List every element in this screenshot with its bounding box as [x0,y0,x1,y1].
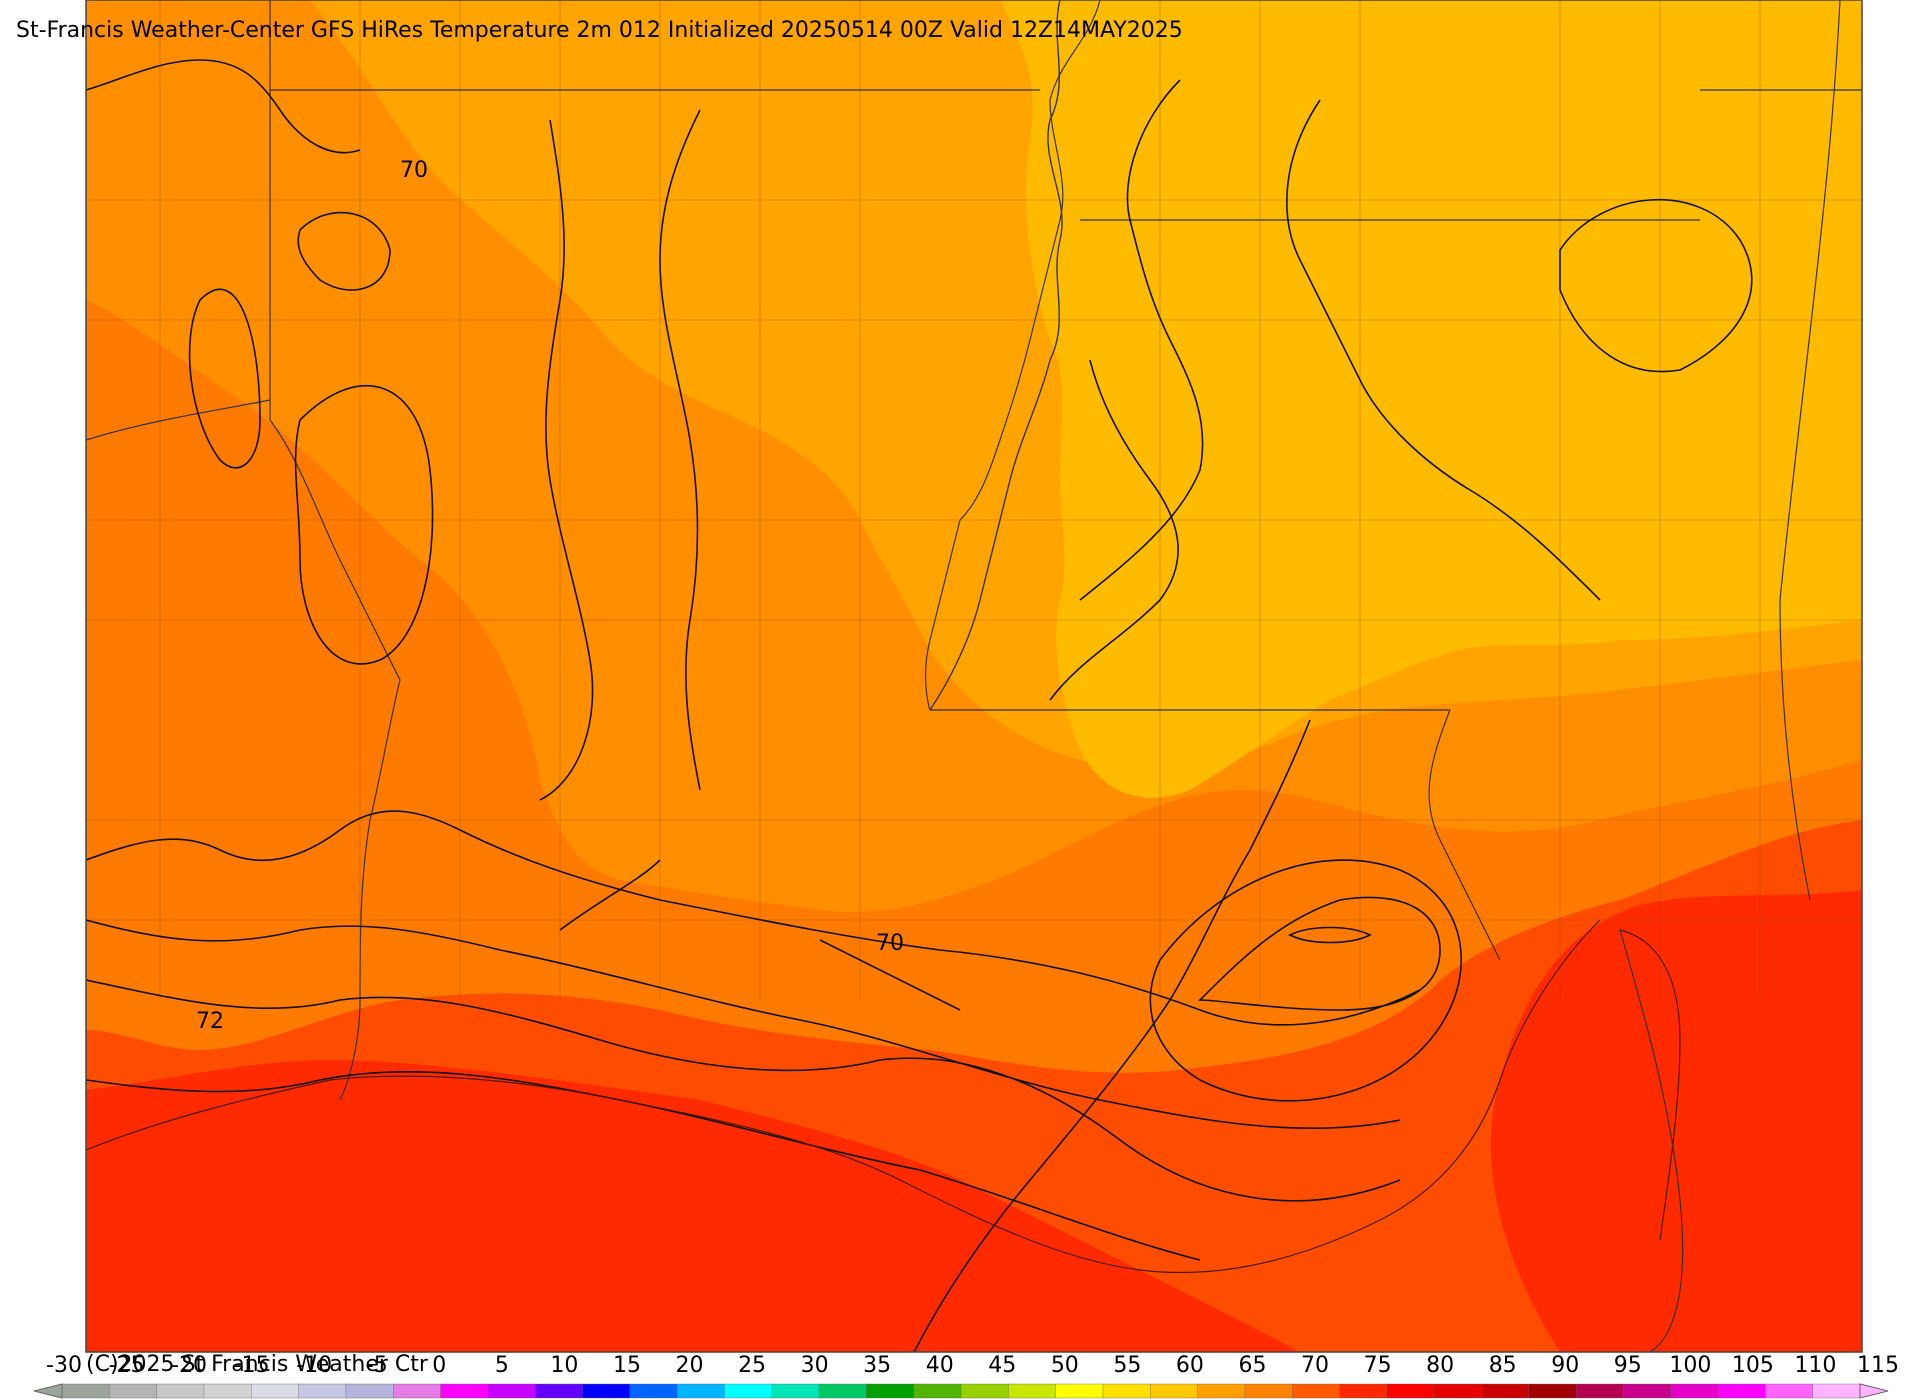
colorbar-tick-label: 0 [432,1353,446,1378]
colorbar-swatch [1386,1383,1435,1399]
colorbar-swatch [913,1383,962,1399]
colorbar-tick-label: 115 [1857,1353,1899,1378]
contour-label: 70 [876,931,904,956]
colorbar-swatch [960,1383,1010,1399]
colorbar-tick-label: 35 [863,1353,891,1378]
colorbar-swatch [582,1383,631,1399]
colorbar-swatch [1575,1383,1625,1399]
colorbar-swatch [1197,1383,1246,1399]
colorbar-tick-label: -10 [296,1353,332,1378]
colorbar-tick-labels: -30 -25 -20 -15 -10 -5 0 5 10 15 20 25 30 35 40 45 50 55 6… [46,1353,1899,1378]
colorbar-swatch [61,1383,111,1399]
colorbar-swatch [393,1383,442,1399]
colorbar-swatch [818,1383,868,1399]
colorbar-swatch [1244,1383,1293,1399]
colorbar-swatch [251,1383,300,1399]
chart-title: St-Francis Weather-Center GFS HiRes Temp… [16,18,1183,43]
contour-label: 70 [400,158,428,183]
contour-label: 72 [196,1009,224,1034]
colorbar-swatches [33,1383,1889,1399]
colorbar-swatch [109,1383,158,1399]
colorbar-swatch [534,1383,584,1399]
colorbar-tick-label: -15 [234,1353,270,1378]
colorbar-min-arrow [33,1383,63,1399]
colorbar-tick-label: 105 [1732,1353,1774,1378]
florida-coast [1619,929,1681,1241]
colorbar-swatch [1528,1383,1577,1399]
colorbar-swatch [1433,1383,1483,1399]
colorbar-tick-label: -5 [366,1353,388,1378]
colorbar-swatch [440,1383,489,1399]
colorbar-swatch [1292,1383,1341,1399]
colorbar: -30 -25 -20 -15 -10 -5 0 5 10 15 20 25 30 35 40 45 50 55 6… [33,1353,1899,1399]
colorbar-swatch [866,1383,915,1399]
colorbar-swatch [1481,1383,1530,1399]
colorbar-tick-label: -25 [109,1353,145,1378]
colorbar-swatch [1623,1383,1672,1399]
colorbar-tick-label: 110 [1794,1353,1836,1378]
colorbar-swatch [1008,1383,1057,1399]
colorbar-tick-label: 70 [1301,1353,1329,1378]
colorbar-swatch [298,1383,347,1399]
colorbar-tick-label: 15 [613,1353,641,1378]
colorbar-swatch [156,1383,205,1399]
colorbar-tick-label: 60 [1176,1353,1204,1378]
copyright-notice: (C)2025 St Francis Weather Ctr [86,1352,428,1377]
colorbar-tick-label: 5 [495,1353,509,1378]
colorbar-tick-label: 90 [1551,1353,1579,1378]
colorbar-tick-label: 55 [1113,1353,1141,1378]
colorbar-swatch [771,1383,820,1399]
colorbar-tick-label: 45 [988,1353,1016,1378]
colorbar-swatch [203,1383,252,1399]
colorbar-tick-label: 75 [1364,1353,1392,1378]
colorbar-swatch [1717,1383,1767,1399]
colorbar-swatch [1055,1383,1104,1399]
state-borders [86,0,1862,1101]
colorbar-tick-label: 50 [1051,1353,1079,1378]
colorbar-tick-label: 85 [1489,1353,1517,1378]
colorbar-swatch [724,1383,773,1399]
map-frame [85,0,1863,1353]
colorbar-tick-label: 100 [1669,1353,1711,1378]
river [929,0,1063,711]
colorbar-swatch [487,1383,536,1399]
colorbar-tick-label: 95 [1614,1353,1642,1378]
colorbar-swatch [345,1383,394,1399]
colorbar-tick-label: -20 [171,1353,207,1378]
colorbar-tick-label: 20 [676,1353,704,1378]
colorbar-tick-label: 80 [1426,1353,1454,1378]
colorbar-swatch [1339,1383,1388,1399]
colorbar-tick-label: 25 [738,1353,766,1378]
colorbar-max-arrow [1859,1383,1889,1399]
colorbar-tick-label: 65 [1238,1353,1266,1378]
colorbar-swatch [1670,1383,1719,1399]
colorbar-tick-label: 10 [550,1353,578,1378]
colorbar-swatch [1765,1383,1814,1399]
coastline [86,919,1601,1274]
contour-label-group: 70 70 72 [196,158,904,1034]
colorbar-tick-label: 40 [926,1353,954,1378]
colorbar-swatch [1102,1383,1151,1399]
colorbar-tick-label: 30 [801,1353,829,1378]
colorbar-swatch [1812,1383,1861,1399]
fill-northeast [1000,0,1862,798]
colorbar-swatch [676,1383,726,1399]
colorbar-swatch [629,1383,678,1399]
shelf-outline [1619,929,1684,1352]
colorbar-tick-label: -30 [46,1353,82,1378]
colorbar-swatch [1150,1383,1199,1399]
